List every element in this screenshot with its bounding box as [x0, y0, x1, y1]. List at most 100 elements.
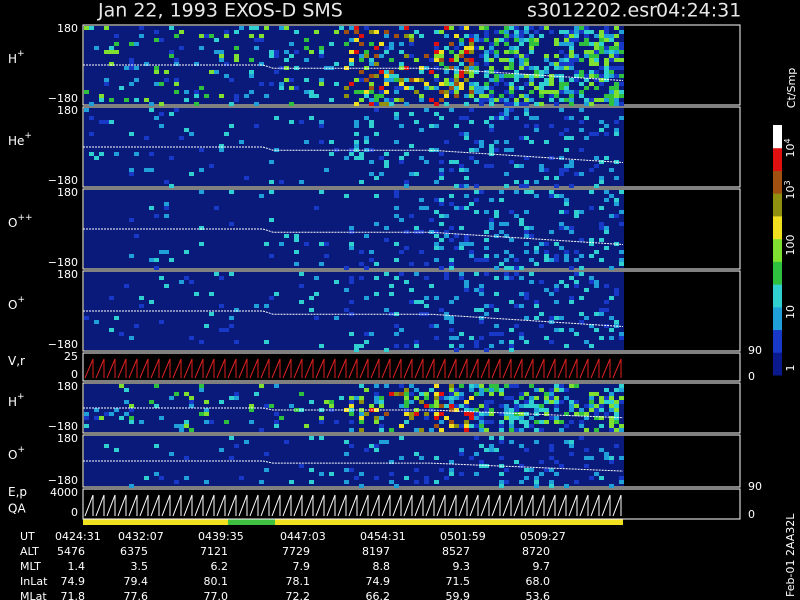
cell: 6375	[120, 545, 148, 558]
spectrogram-cell	[404, 400, 409, 404]
spectrogram-cell	[109, 120, 114, 124]
cell: 7121	[200, 545, 228, 558]
spectrogram-cell	[459, 86, 464, 90]
spectrogram-cell	[564, 98, 569, 102]
panel-label-2: QA	[8, 502, 26, 516]
spectrogram-cell	[394, 332, 399, 336]
spectrogram-cell	[309, 90, 314, 94]
spectrogram-cell	[499, 404, 504, 408]
spectrogram-cell	[569, 440, 574, 444]
spectrogram-cell	[359, 276, 364, 280]
trace	[128, 494, 138, 517]
spectrogram-cell	[299, 300, 304, 304]
spectrogram-cell	[414, 226, 419, 230]
spectrogram-cell	[584, 34, 589, 38]
spectrogram-cell	[204, 412, 209, 416]
spectrogram-cell	[619, 42, 624, 46]
spectrogram-cell	[394, 324, 399, 328]
spectrogram-cell	[569, 46, 574, 50]
spectrogram-cell	[524, 112, 529, 116]
spectrogram-cell	[509, 148, 514, 152]
spectrogram-cell	[609, 420, 614, 424]
spectrogram-cell	[574, 480, 579, 484]
spectrogram-cell	[419, 128, 424, 132]
spectrogram-cell	[459, 392, 464, 396]
spectrogram-cell	[519, 30, 524, 34]
spectrogram-cell	[564, 42, 569, 46]
spectrogram-cell	[524, 242, 529, 246]
spectrogram-cell	[459, 206, 464, 210]
spectrogram-cell	[524, 424, 529, 428]
spectrogram-cell	[589, 168, 594, 172]
spectrogram-cell	[374, 132, 379, 136]
spectrogram-cell	[529, 400, 534, 404]
spectrogram-cell	[619, 258, 624, 262]
spectrogram-cell	[219, 400, 224, 404]
spectrogram-cell	[524, 420, 529, 424]
spectrogram-cell	[449, 336, 454, 340]
spectrogram-cell	[454, 348, 459, 352]
spectrogram-cell	[229, 190, 234, 194]
spectrogram-cell	[449, 424, 454, 428]
spectrogram-cell	[514, 258, 519, 262]
spectrogram-cell	[444, 94, 449, 98]
spectrogram-cell	[539, 472, 544, 476]
spectrogram-cell	[489, 42, 494, 46]
spectrogram-cell	[479, 292, 484, 296]
spectrogram-cell	[509, 210, 514, 214]
spectrogram-cell	[354, 140, 359, 144]
spectrogram-cell	[199, 242, 204, 246]
spectrogram-cell	[459, 404, 464, 408]
panel-label-text: O	[8, 448, 17, 462]
spectrogram-cell	[284, 234, 289, 238]
spectrogram-cell	[394, 98, 399, 102]
spectrogram-cell	[254, 304, 259, 308]
trace	[447, 494, 457, 517]
spectrogram-cell	[464, 408, 469, 412]
spectrogram-cell	[594, 34, 599, 38]
spectrogram-cell	[244, 94, 249, 98]
spectrogram-cell	[524, 58, 529, 62]
spectrogram-cell	[469, 384, 474, 388]
trace	[205, 494, 215, 517]
spectrogram-cell	[589, 206, 594, 210]
spectrogram-cell	[404, 412, 409, 416]
spectrogram-cell	[234, 308, 239, 312]
spectrogram-cell	[484, 400, 489, 404]
spectrogram-cell	[534, 124, 539, 128]
spectrogram-cell	[574, 38, 579, 42]
spectrogram-cell	[564, 388, 569, 392]
spectrogram-cell	[149, 300, 154, 304]
spectrogram-cell	[439, 246, 444, 250]
y-tick-label: 25	[64, 350, 78, 363]
spectrogram-cell	[599, 34, 604, 38]
spectrogram-cell	[439, 50, 444, 54]
spectrogram-cell	[619, 424, 624, 428]
spectrogram-cell	[394, 206, 399, 210]
spectrogram-cell	[474, 424, 479, 428]
spectrogram-cell	[619, 102, 624, 106]
spectrogram-cell	[544, 168, 549, 172]
spectrogram-cell	[509, 86, 514, 90]
spectrogram-cell	[439, 54, 444, 58]
spectrogram-cell	[524, 476, 529, 480]
spectrogram-cell	[604, 46, 609, 50]
spectrogram-cell	[579, 424, 584, 428]
spectrogram-cell	[389, 42, 394, 46]
spectrogram-cell	[134, 234, 139, 238]
spectrogram-cell	[104, 82, 109, 86]
spectrogram-cell	[599, 396, 604, 400]
spectrogram-cell	[474, 82, 479, 86]
spectrogram-cell	[584, 416, 589, 420]
spectrogram-cell	[619, 384, 624, 388]
spectrogram-cell	[154, 66, 159, 70]
spectrogram-cell	[464, 78, 469, 82]
spectrogram-cell	[264, 242, 269, 246]
spectrogram-cell	[564, 82, 569, 86]
trace	[348, 358, 358, 379]
spectrogram-cell	[529, 258, 534, 262]
spectrogram-cell	[304, 90, 309, 94]
spectrogram-cell	[374, 102, 379, 106]
spectrogram-cell	[534, 396, 539, 400]
spectrogram-cell	[199, 384, 204, 388]
